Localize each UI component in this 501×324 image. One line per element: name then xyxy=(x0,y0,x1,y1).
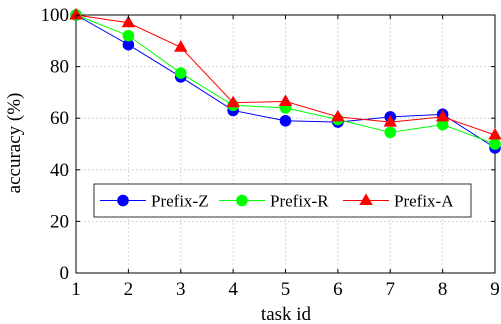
legend-label: Prefix-R xyxy=(270,192,329,211)
legend-entry-prefix-z: Prefix-Z xyxy=(100,192,209,211)
data-point-prefix-a xyxy=(121,15,136,28)
x-tick-label: 9 xyxy=(490,279,500,300)
y-axis-label: accuracy (%) xyxy=(4,93,25,194)
series-layer xyxy=(69,7,501,154)
data-point-prefix-a xyxy=(69,7,83,20)
x-tick-label: 5 xyxy=(281,279,291,300)
legend-label: Prefix-A xyxy=(394,192,454,211)
legend-label: Prefix-Z xyxy=(151,192,209,211)
x-tick-label: 8 xyxy=(438,279,448,300)
x-tick-label: 6 xyxy=(333,279,343,300)
y-tick-label: 60 xyxy=(50,108,69,129)
data-point-prefix-a xyxy=(435,109,450,122)
x-tick-label: 7 xyxy=(386,279,396,300)
y-tick-label: 20 xyxy=(50,211,69,232)
legend-entry-prefix-a: Prefix-A xyxy=(343,192,454,211)
data-point-prefix-r xyxy=(122,29,135,42)
data-point-prefix-a xyxy=(174,40,188,52)
grid xyxy=(75,14,496,274)
x-tick-label: 4 xyxy=(228,279,238,300)
data-point-prefix-z xyxy=(279,114,292,127)
data-point-prefix-a xyxy=(331,109,345,122)
x-tick-label: 3 xyxy=(176,279,186,300)
y-tick-label: 40 xyxy=(50,160,69,181)
series-prefix-a xyxy=(69,7,501,140)
x-axis-label: task id xyxy=(261,304,312,324)
y-tick-label: 0 xyxy=(60,263,70,284)
legend-entry-prefix-r: Prefix-R xyxy=(219,192,329,211)
data-point-prefix-a xyxy=(488,127,501,140)
data-point-prefix-r xyxy=(174,67,187,79)
ticks: 1 2 3 4 5 6 7 8 9 0 20 40 60 80 100 xyxy=(41,5,500,300)
data-point-prefix-a xyxy=(278,94,293,106)
data-point-prefix-a xyxy=(226,95,240,108)
data-point-prefix-r xyxy=(489,138,501,150)
x-tick-label: 2 xyxy=(124,279,134,300)
data-point-prefix-a xyxy=(383,114,397,127)
legend-marker xyxy=(236,194,248,207)
legend-marker xyxy=(117,194,129,207)
legend-marker xyxy=(359,193,373,206)
y-tick-label: 100 xyxy=(41,5,70,26)
data-point-prefix-r xyxy=(384,126,397,139)
legend: Prefix-Z Prefix-R Prefix-A xyxy=(93,183,472,218)
legend-box xyxy=(93,183,472,218)
x-tick-label: 1 xyxy=(71,279,81,300)
y-tick-label: 80 xyxy=(50,57,69,78)
